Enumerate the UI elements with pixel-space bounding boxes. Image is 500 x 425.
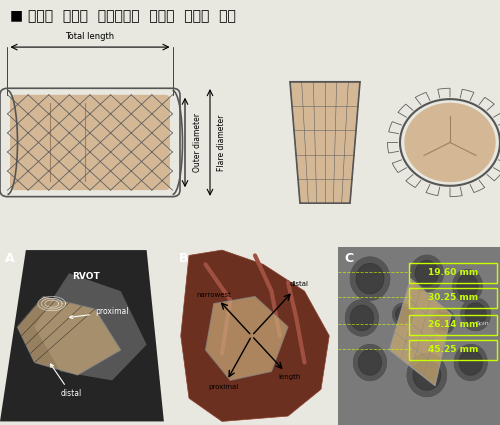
- Circle shape: [460, 351, 481, 374]
- Text: 45.25 mm: 45.25 mm: [428, 345, 478, 354]
- Circle shape: [358, 265, 382, 292]
- Polygon shape: [206, 297, 288, 380]
- Circle shape: [453, 270, 482, 302]
- Text: proximal: proximal: [208, 384, 238, 390]
- Circle shape: [466, 303, 486, 326]
- Polygon shape: [0, 250, 164, 422]
- Circle shape: [461, 298, 490, 330]
- Circle shape: [408, 354, 447, 397]
- Circle shape: [414, 361, 440, 389]
- Circle shape: [346, 300, 378, 336]
- Text: 26.14 mm: 26.14 mm: [428, 320, 478, 329]
- Text: narrowest: narrowest: [196, 292, 231, 297]
- Circle shape: [413, 360, 440, 390]
- Polygon shape: [17, 297, 120, 375]
- Circle shape: [350, 257, 390, 300]
- Circle shape: [436, 313, 450, 330]
- Circle shape: [461, 298, 490, 330]
- Text: length: length: [278, 374, 301, 380]
- Text: Flare diameter: Flare diameter: [218, 114, 226, 171]
- Polygon shape: [290, 82, 360, 203]
- Text: RVOT: RVOT: [72, 272, 100, 280]
- Circle shape: [396, 307, 409, 321]
- Circle shape: [458, 275, 477, 296]
- Circle shape: [352, 306, 372, 329]
- Circle shape: [405, 103, 495, 181]
- Circle shape: [350, 306, 373, 330]
- Circle shape: [396, 307, 409, 322]
- Circle shape: [354, 345, 386, 380]
- Circle shape: [410, 255, 443, 291]
- Circle shape: [458, 275, 477, 297]
- Text: Total length: Total length: [66, 31, 114, 41]
- Text: proximal: proximal: [70, 307, 128, 318]
- Text: Outer diameter: Outer diameter: [192, 113, 202, 172]
- Text: distal: distal: [290, 281, 308, 287]
- Polygon shape: [34, 273, 146, 380]
- Circle shape: [346, 300, 378, 336]
- Circle shape: [435, 313, 451, 330]
- Text: C: C: [344, 252, 353, 265]
- Circle shape: [466, 304, 485, 325]
- Circle shape: [410, 255, 443, 291]
- Circle shape: [454, 345, 487, 380]
- Text: distal: distal: [50, 364, 82, 399]
- Text: B: B: [179, 252, 188, 265]
- FancyBboxPatch shape: [10, 95, 170, 190]
- Circle shape: [356, 264, 384, 294]
- Circle shape: [416, 261, 438, 286]
- Circle shape: [350, 257, 390, 300]
- Circle shape: [416, 262, 438, 285]
- Circle shape: [408, 354, 447, 397]
- Polygon shape: [181, 250, 329, 422]
- Circle shape: [358, 350, 382, 375]
- Circle shape: [354, 345, 386, 380]
- Circle shape: [432, 309, 454, 334]
- Text: A: A: [5, 252, 15, 265]
- Circle shape: [453, 270, 482, 302]
- Circle shape: [393, 303, 412, 325]
- Circle shape: [360, 351, 380, 374]
- Circle shape: [393, 303, 412, 325]
- Text: 19.60 mm: 19.60 mm: [428, 268, 478, 277]
- Polygon shape: [390, 279, 451, 386]
- Circle shape: [454, 345, 487, 380]
- Text: Spin: Spin: [476, 321, 489, 326]
- Text: ■ 차세대  판막이  폐동맥판막  부위에  이식된  사진: ■ 차세대 판막이 폐동맥판막 부위에 이식된 사진: [10, 9, 236, 23]
- Circle shape: [460, 350, 482, 375]
- Circle shape: [432, 309, 454, 334]
- Text: 30.25 mm: 30.25 mm: [428, 293, 478, 302]
